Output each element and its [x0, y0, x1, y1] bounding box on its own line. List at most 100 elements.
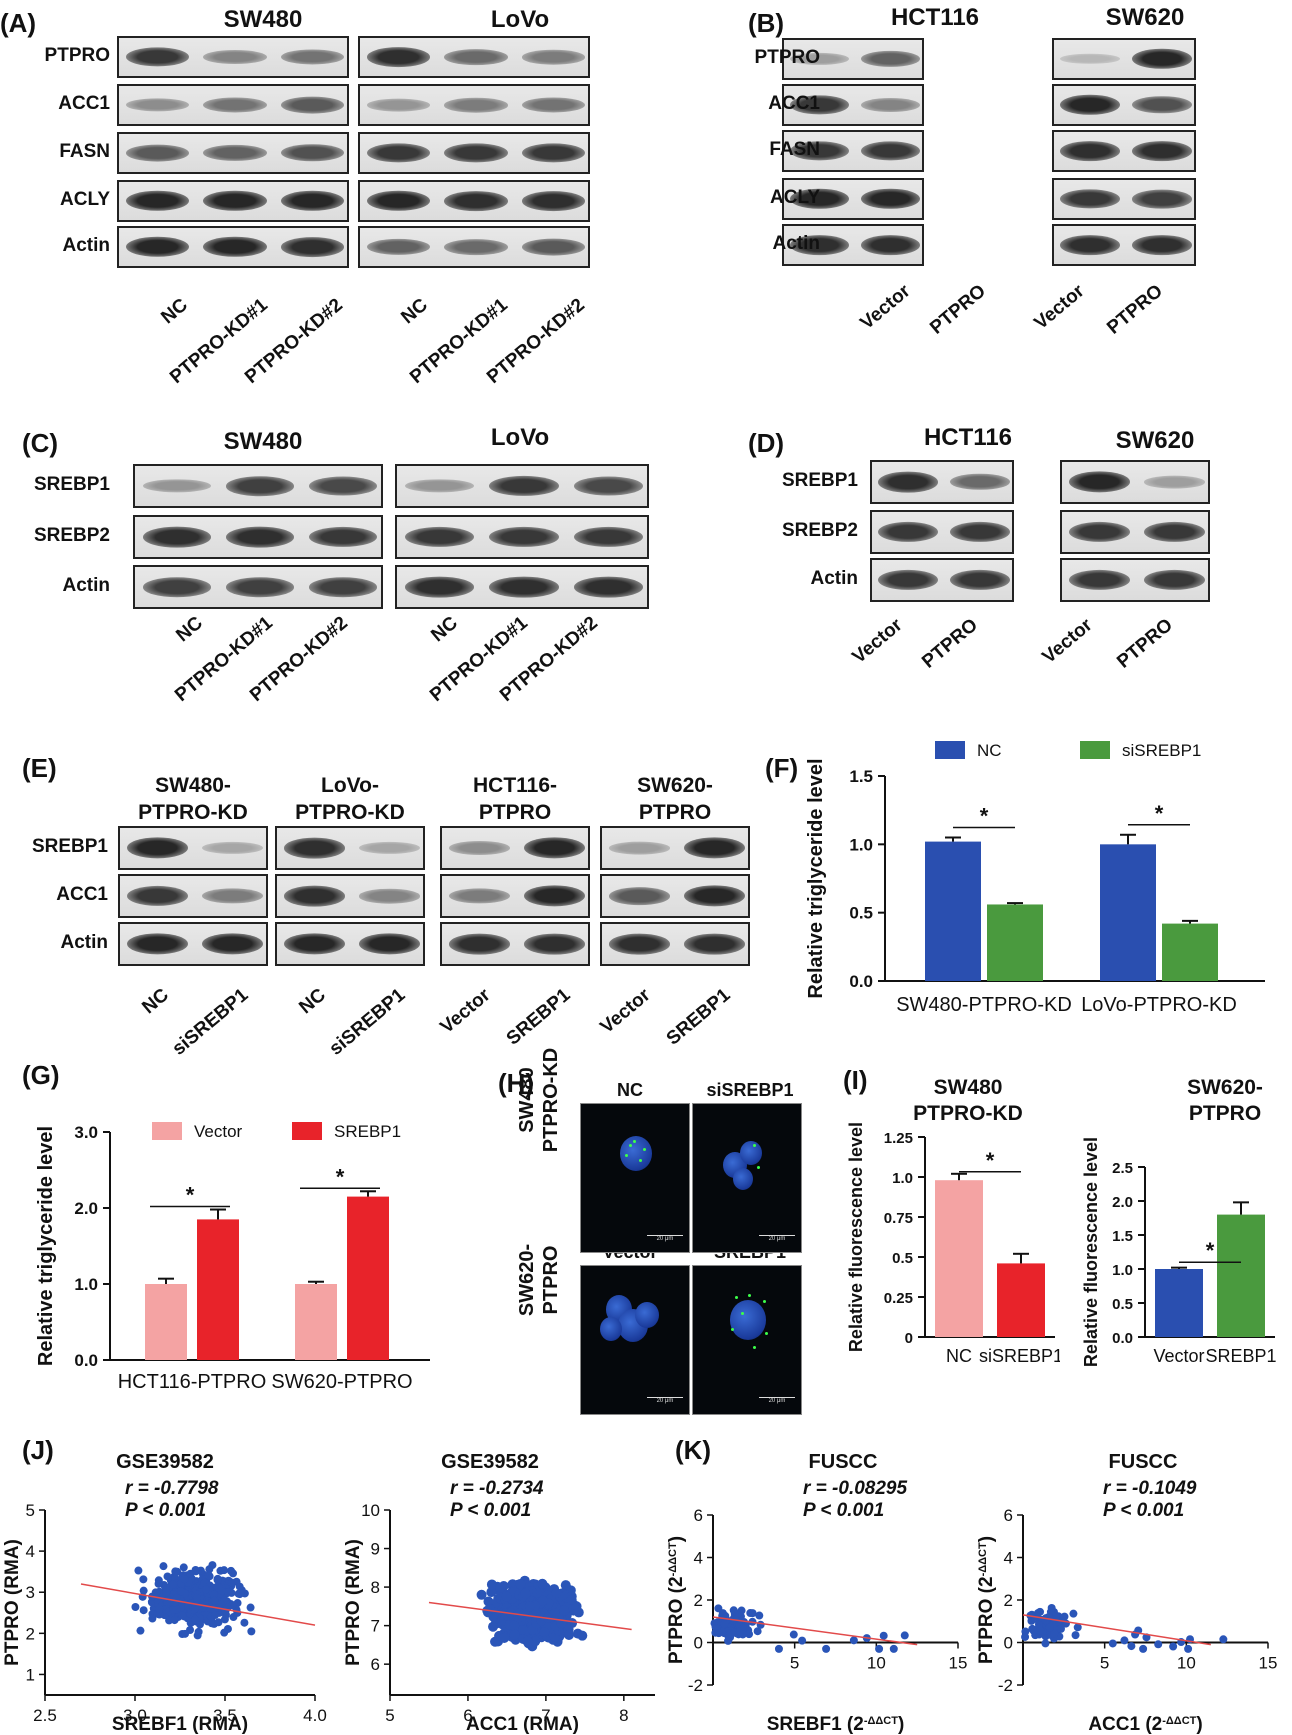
data-point — [216, 1600, 225, 1609]
protein-band — [366, 238, 431, 256]
protein-band — [125, 144, 190, 162]
microscopy-image: 20 μm — [580, 1265, 690, 1415]
cell-line-label: SW480 — [223, 6, 303, 33]
microscopy-image: 20 μm — [692, 1265, 802, 1415]
data-point — [486, 1579, 497, 1590]
protein-band — [523, 885, 586, 907]
data-point — [566, 1594, 577, 1605]
group-header: HCT116- PTPRO — [430, 772, 600, 826]
protein-band — [489, 526, 559, 548]
bar — [145, 1284, 187, 1360]
group-header-line: SW620- — [637, 774, 713, 797]
protein-band — [521, 97, 586, 113]
panel-label-k: (K) — [675, 1435, 712, 1465]
protein-band — [608, 887, 671, 905]
protein-label: Actin — [60, 932, 109, 953]
bar — [1100, 844, 1156, 981]
data-point — [226, 1566, 235, 1575]
data-point — [729, 1606, 738, 1615]
y-tick-label: 2 — [694, 1591, 703, 1610]
x-tick-label: 15 — [1259, 1654, 1278, 1673]
group-header-line: HCT116- — [472, 774, 558, 797]
protein-label: Actin — [772, 233, 821, 254]
protein-band — [201, 933, 264, 955]
blot-strip — [440, 922, 590, 966]
protein-label: Actin — [810, 568, 859, 589]
protein-band — [523, 837, 586, 859]
y-tick-label: 1.5 — [1112, 1228, 1133, 1245]
data-point — [1047, 1603, 1056, 1612]
protein-band — [280, 144, 345, 162]
data-point — [515, 1579, 526, 1590]
blot-strip — [1060, 460, 1210, 504]
y-tick-label: 6 — [694, 1506, 703, 1525]
blot-strip — [118, 874, 268, 918]
data-point — [170, 1616, 179, 1625]
legend-swatch — [292, 1122, 322, 1140]
data-point — [171, 1567, 180, 1576]
bar — [935, 1180, 983, 1337]
data-point — [537, 1578, 548, 1589]
correlation-r: r = -0.08295 — [803, 1478, 907, 1499]
significance-star: * — [1155, 801, 1164, 826]
protein-band — [404, 479, 475, 493]
cell-nucleus — [730, 1300, 766, 1340]
blot-strip — [600, 874, 750, 918]
correlation-r: r = -0.2734 — [450, 1478, 544, 1499]
protein-band — [683, 933, 746, 955]
protein-label: FASN — [769, 139, 820, 160]
lane-label: Vector — [1038, 614, 1097, 669]
y-tick-label: 0 — [694, 1634, 703, 1653]
y-axis-label: Relative triglyceride level — [35, 1126, 57, 1366]
blot-strip — [358, 132, 590, 174]
data-point — [499, 1632, 510, 1643]
protein-band — [861, 141, 920, 161]
data-point — [530, 1636, 541, 1647]
y-axis-label: PTPRO (RMA) — [2, 1539, 23, 1666]
protein-band — [489, 475, 559, 497]
protein-band — [1132, 235, 1192, 255]
panel-label-g: (G) — [22, 1060, 60, 1090]
y-tick-label: -2 — [688, 1676, 703, 1695]
lipid-droplet — [757, 1166, 760, 1169]
y-axis-label: Relative triglyceride level — [805, 758, 827, 998]
blot-strip — [782, 130, 924, 172]
panel-label-i: (I) — [843, 1065, 868, 1095]
y-tick-label: 1 — [26, 1665, 35, 1684]
p-value: P < 0.001 — [125, 1500, 206, 1521]
lane-label: NC — [137, 984, 173, 1019]
blot-strip — [275, 826, 425, 870]
column-label: siSREBP1 — [706, 1080, 794, 1100]
data-point — [201, 1585, 210, 1594]
blot-strip — [1060, 558, 1210, 602]
data-point — [196, 1566, 205, 1575]
blot-strip — [358, 180, 590, 222]
lipid-droplet — [748, 1294, 751, 1297]
protein-band — [283, 933, 346, 955]
legend-label: SREBP1 — [334, 1122, 401, 1141]
protein-band — [950, 521, 1010, 543]
data-point — [162, 1588, 171, 1597]
blot-strip — [782, 224, 924, 266]
data-point — [1041, 1639, 1050, 1648]
data-point — [889, 1644, 898, 1653]
lane-label: Vector — [1030, 280, 1089, 335]
data-point — [1029, 1626, 1038, 1635]
protein-band — [1143, 569, 1206, 591]
protein-band — [950, 569, 1010, 591]
p-value: P < 0.001 — [803, 1500, 884, 1521]
data-point — [236, 1589, 245, 1598]
y-tick-label: 4 — [1004, 1549, 1013, 1568]
row-label-line: SW480 — [516, 1067, 538, 1133]
chart-title: GSE39582 — [441, 1451, 539, 1473]
cell-nucleus — [620, 1136, 652, 1172]
cell-line-label: HCT116 — [923, 424, 1013, 451]
y-tick-label: 2 — [26, 1624, 35, 1643]
data-point — [163, 1572, 172, 1581]
protein-band — [142, 479, 211, 493]
lipid-droplet — [625, 1154, 628, 1157]
y-tick-label: 1.0 — [849, 835, 873, 854]
lane-label: siSREBP1 — [168, 984, 253, 1060]
lipid-droplet — [753, 1346, 756, 1349]
